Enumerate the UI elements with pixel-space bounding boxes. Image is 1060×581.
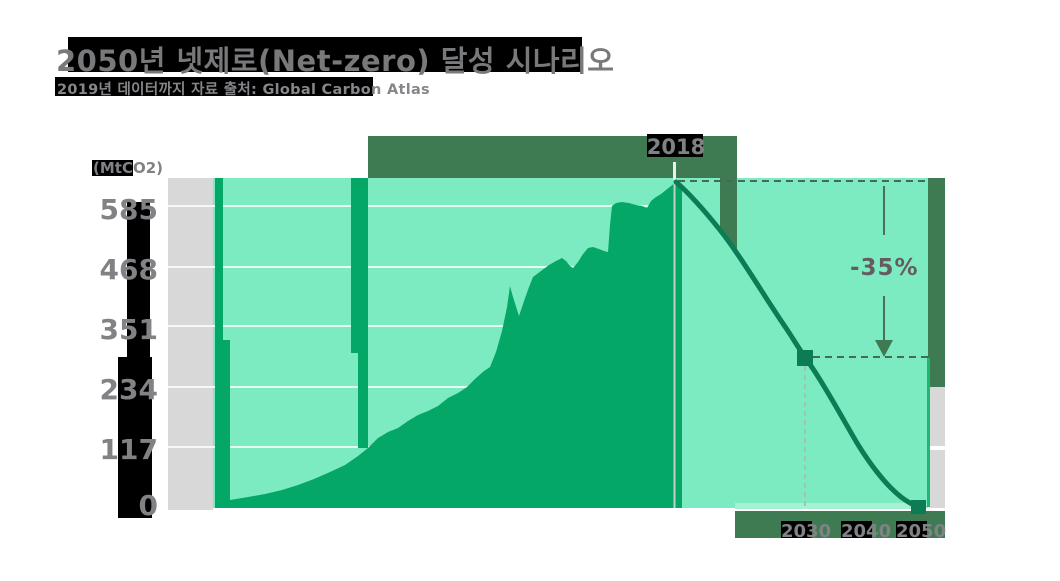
projection-marker-2030 bbox=[797, 350, 813, 366]
y-axis-unit-label: (MtCO2) bbox=[93, 159, 164, 177]
x-axis-tick-2050: 2050 bbox=[896, 521, 947, 542]
deco-bar-right-dark bbox=[928, 178, 945, 387]
x-tick-2040-highlight-box bbox=[841, 521, 872, 538]
peak-year-label: 2018 bbox=[646, 135, 706, 159]
y-axis-tick-0: 0 bbox=[138, 489, 158, 522]
peak-label-highlight-box bbox=[647, 134, 703, 157]
x-tick-2030-highlight-box bbox=[781, 521, 812, 538]
baseline-light-strip bbox=[735, 503, 922, 509]
reduction-arrow bbox=[875, 186, 893, 357]
x-axis-tick-2030: 2030 bbox=[781, 521, 832, 542]
y-axis-tick-351: 351 bbox=[99, 313, 158, 346]
subtitle-highlight-box bbox=[55, 77, 373, 96]
y-axis-highlight-bar-lower bbox=[118, 357, 152, 518]
projection-marker-2050 bbox=[911, 500, 926, 514]
page-subtitle: 2019년 데이터까지 자료 출처: Global Carbon Atlas bbox=[57, 82, 430, 98]
y-axis-tick-234: 234 bbox=[99, 373, 158, 406]
reduction-arrowhead bbox=[875, 340, 893, 357]
y-axis-highlight-bar-upper bbox=[127, 202, 150, 357]
unit-highlight-box bbox=[92, 160, 133, 176]
y-axis-tick-117: 117 bbox=[99, 433, 158, 466]
deco-green-strips bbox=[215, 178, 368, 508]
x-axis-tick-2040: 2040 bbox=[841, 521, 892, 542]
y-axis-tick-468: 468 bbox=[99, 253, 158, 286]
y-axis-tick-585: 585 bbox=[99, 193, 158, 226]
deco-bar-right-tick bbox=[929, 446, 945, 450]
emissions-area bbox=[215, 182, 682, 508]
deco-band-top-extension bbox=[720, 136, 737, 252]
page-title: 2050년 넷제로(Net-zero) 달성 시나리오 bbox=[56, 44, 615, 78]
title-highlight-box bbox=[68, 37, 582, 72]
left-gray-panel bbox=[168, 178, 213, 510]
x-tick-2050-highlight-box bbox=[896, 521, 927, 538]
reduction-annotation: -35% bbox=[850, 255, 919, 281]
